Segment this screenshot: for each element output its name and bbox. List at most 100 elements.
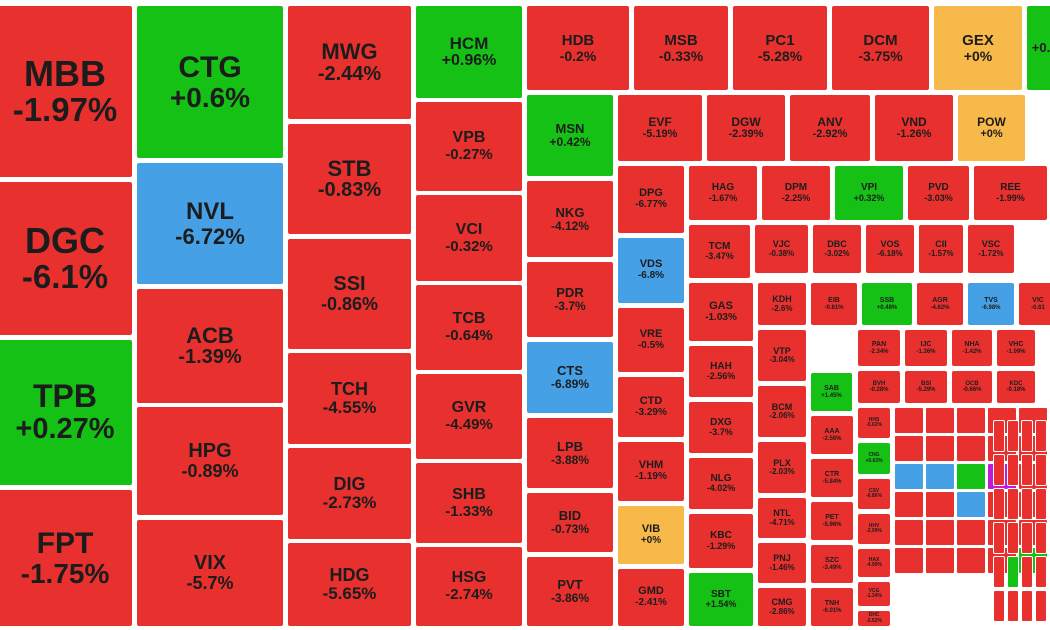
- tile-small[interactable]: [993, 522, 1005, 554]
- tile-small[interactable]: [956, 547, 986, 574]
- tile-csv[interactable]: CSV -6.86%: [857, 478, 891, 510]
- tile-nlg[interactable]: NLG -4.02%: [688, 457, 754, 510]
- tile-vpb[interactable]: VPB -0.27%: [415, 101, 523, 192]
- tile-dxg[interactable]: DXG -3.7%: [688, 401, 754, 454]
- tile-anv[interactable]: ANV -2.92%: [789, 94, 871, 162]
- tile-small[interactable]: [1035, 522, 1047, 554]
- tile-pet[interactable]: PET -5.96%: [810, 501, 854, 541]
- tile-evf[interactable]: EVF -5.19%: [617, 94, 703, 162]
- tile-ctg[interactable]: CTG +0.6%: [136, 5, 284, 159]
- tile-small[interactable]: [925, 547, 955, 574]
- tile-vnd[interactable]: VND -1.26%: [874, 94, 954, 162]
- tile-dhc[interactable]: DHC -2.52%: [857, 610, 891, 627]
- tile-small[interactable]: [1007, 488, 1019, 520]
- tile-ijc[interactable]: IJC -1.36%: [904, 329, 948, 367]
- tile-fpt[interactable]: FPT -1.75%: [0, 489, 133, 627]
- tile-cii[interactable]: CII -1.57%: [918, 224, 964, 274]
- tile-bid[interactable]: BID -0.73%: [526, 492, 614, 553]
- tile-kbc[interactable]: KBC -1.29%: [688, 513, 754, 569]
- tile-mbb[interactable]: MBB -1.97%: [0, 5, 133, 178]
- tile-small[interactable]: [925, 491, 955, 518]
- tile-agr[interactable]: AGR -4.62%: [916, 282, 964, 326]
- tile-tnh[interactable]: TNH -6.01%: [810, 587, 854, 627]
- tile-small[interactable]: [956, 407, 986, 434]
- tile-small[interactable]: [993, 454, 1005, 486]
- tile-nha[interactable]: NHA -1.42%: [951, 329, 993, 367]
- tile-partial-27[interactable]: +0.: [1026, 5, 1050, 91]
- tile-bsi[interactable]: BSI -5.29%: [904, 370, 948, 404]
- tile-vjc[interactable]: VJC -0.38%: [754, 224, 809, 274]
- tile-small[interactable]: [925, 435, 955, 462]
- tile-small[interactable]: [1035, 488, 1047, 520]
- tile-small[interactable]: [1035, 454, 1047, 486]
- tile-small[interactable]: [1021, 556, 1033, 588]
- tile-hcm[interactable]: HCM +0.96%: [415, 5, 523, 99]
- tile-vhc[interactable]: VHC -1.09%: [996, 329, 1036, 367]
- tile-tcm[interactable]: TCM -3.47%: [688, 224, 751, 279]
- tile-vsc[interactable]: VSC -1.72%: [967, 224, 1015, 274]
- tile-sab[interactable]: SAB +1.45%: [810, 372, 853, 412]
- tile-kdc[interactable]: KDC -0.18%: [996, 370, 1036, 404]
- tile-msn[interactable]: MSN +0.42%: [526, 94, 614, 177]
- tile-hah[interactable]: HAH -2.56%: [688, 345, 754, 398]
- tile-small[interactable]: [925, 463, 955, 490]
- tile-ntl[interactable]: NTL -4.71%: [757, 497, 807, 539]
- tile-ctr[interactable]: CTR -5.84%: [810, 458, 854, 498]
- tile-small[interactable]: [894, 547, 924, 574]
- tile-dpm[interactable]: DPM -2.25%: [761, 165, 831, 221]
- tile-ssi[interactable]: SSI -0.86%: [287, 238, 412, 350]
- tile-small[interactable]: [1007, 420, 1019, 452]
- tile-shb[interactable]: SHB -1.33%: [415, 462, 523, 544]
- tile-tcb[interactable]: TCB -0.64%: [415, 284, 523, 371]
- tile-small[interactable]: [1021, 522, 1033, 554]
- tile-hhv[interactable]: HHV -2.99%: [857, 513, 891, 545]
- tile-sbt[interactable]: SBT +1.54%: [688, 572, 754, 627]
- tile-small[interactable]: [1007, 556, 1019, 588]
- tile-hhs[interactable]: HHS -5.02%: [857, 407, 891, 439]
- tile-hsg[interactable]: HSG -2.74%: [415, 546, 523, 627]
- tile-pvt[interactable]: PVT -3.86%: [526, 556, 614, 627]
- tile-small[interactable]: [956, 519, 986, 546]
- tile-small[interactable]: [894, 435, 924, 462]
- tile-hax[interactable]: HAX -4.99%: [857, 548, 891, 578]
- tile-small[interactable]: [1021, 420, 1033, 452]
- tile-gvr[interactable]: GVR -4.49%: [415, 373, 523, 460]
- tile-small[interactable]: [993, 488, 1005, 520]
- tile-stb[interactable]: STB -0.83%: [287, 123, 412, 235]
- tile-gmd[interactable]: GMD -2.41%: [617, 568, 685, 627]
- tile-small[interactable]: [1007, 590, 1019, 622]
- tile-small[interactable]: [956, 435, 986, 462]
- tile-dig[interactable]: DIG -2.73%: [287, 447, 412, 540]
- tile-vtp[interactable]: VTP -3.04%: [757, 329, 807, 382]
- tile-small[interactable]: [993, 556, 1005, 588]
- tile-small[interactable]: [894, 491, 924, 518]
- tile-ocb[interactable]: OCB -0.66%: [951, 370, 993, 404]
- tile-ctd[interactable]: CTD -3.29%: [617, 376, 685, 438]
- tile-acb[interactable]: ACB -1.39%: [136, 288, 284, 404]
- tile-small[interactable]: [1035, 420, 1047, 452]
- tile-small[interactable]: [925, 407, 955, 434]
- tile-cmg[interactable]: CMG -2.86%: [757, 587, 807, 627]
- tile-msb[interactable]: MSB -0.33%: [633, 5, 729, 91]
- tile-plx[interactable]: PLX -2.03%: [757, 441, 807, 494]
- tile-tpb[interactable]: TPB +0.27%: [0, 339, 133, 486]
- tile-szc[interactable]: SZC -3.49%: [810, 544, 854, 584]
- tile-small[interactable]: [1021, 590, 1033, 622]
- tile-pdr[interactable]: PDR -3.7%: [526, 261, 614, 338]
- tile-pc1[interactable]: PC1 -5.28%: [732, 5, 828, 91]
- tile-small[interactable]: [1035, 556, 1047, 588]
- tile-pow[interactable]: POW +0%: [957, 94, 1026, 162]
- tile-small[interactable]: [1021, 454, 1033, 486]
- tile-small[interactable]: [1021, 488, 1033, 520]
- tile-vos[interactable]: VOS -6.18%: [865, 224, 915, 274]
- tile-dpg[interactable]: DPG -6.77%: [617, 165, 685, 234]
- tile-small[interactable]: [925, 519, 955, 546]
- tile-kdh[interactable]: KDH -2.6%: [757, 282, 807, 326]
- tile-lpb[interactable]: LPB -3.88%: [526, 417, 614, 489]
- tile-small[interactable]: [993, 420, 1005, 452]
- tile-hpg[interactable]: HPG -0.89%: [136, 406, 284, 516]
- tile-dgw[interactable]: DGW -2.39%: [706, 94, 786, 162]
- tile-gex[interactable]: GEX +0%: [933, 5, 1023, 91]
- tile-hdg[interactable]: HDG -5.65%: [287, 542, 412, 627]
- tile-pvd[interactable]: PVD -3.03%: [907, 165, 970, 221]
